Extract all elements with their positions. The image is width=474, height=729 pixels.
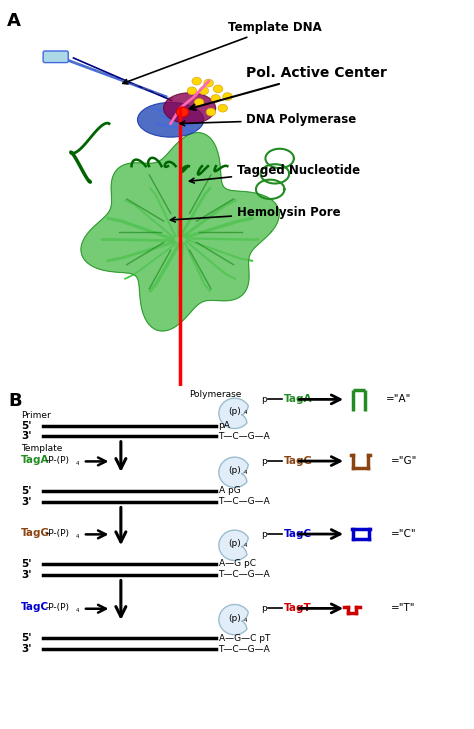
Text: -P-(P): -P-(P) <box>46 529 70 537</box>
Text: TagC: TagC <box>283 529 311 539</box>
Text: Hemolysin Pore: Hemolysin Pore <box>171 206 341 222</box>
Text: (p): (p) <box>228 467 241 475</box>
Text: T—C—G—A: T—C—G—A <box>219 432 270 440</box>
FancyBboxPatch shape <box>43 51 68 63</box>
Text: $_4$: $_4$ <box>75 531 81 541</box>
Text: T—C—G—A: T—C—G—A <box>219 644 270 654</box>
Text: (p): (p) <box>228 407 241 416</box>
Text: $_4$: $_4$ <box>243 468 248 477</box>
Text: 3': 3' <box>21 570 32 580</box>
Text: $_4$: $_4$ <box>243 541 248 550</box>
Text: p: p <box>261 456 266 466</box>
Text: 3': 3' <box>21 431 32 441</box>
Text: $_4$: $_4$ <box>243 615 248 625</box>
Text: Template DNA: Template DNA <box>123 20 321 84</box>
Text: $_4$: $_4$ <box>75 459 81 467</box>
Text: 3': 3' <box>21 644 32 654</box>
Circle shape <box>187 87 197 95</box>
Circle shape <box>206 108 216 116</box>
Text: Pol. Active Center: Pol. Active Center <box>190 66 387 110</box>
Text: $_4$: $_4$ <box>243 408 248 417</box>
Text: Polymerase: Polymerase <box>190 390 242 399</box>
Text: $_4$: $_4$ <box>75 606 81 615</box>
Text: ="C": ="C" <box>391 529 417 539</box>
Ellipse shape <box>164 93 216 124</box>
Polygon shape <box>219 457 248 488</box>
Text: ="A": ="A" <box>386 394 412 405</box>
Text: (p): (p) <box>228 614 241 623</box>
Text: TagC: TagC <box>21 602 49 612</box>
Circle shape <box>223 93 232 101</box>
Text: A pG: A pG <box>219 486 240 496</box>
Text: 5': 5' <box>21 486 32 496</box>
Text: (p): (p) <box>228 539 241 548</box>
Ellipse shape <box>137 102 204 137</box>
Polygon shape <box>219 604 248 635</box>
Circle shape <box>218 104 228 112</box>
Circle shape <box>213 85 223 93</box>
Text: -P-(P): -P-(P) <box>46 603 70 612</box>
Text: TagG: TagG <box>283 456 312 466</box>
Circle shape <box>211 95 220 102</box>
Text: 3': 3' <box>21 497 32 507</box>
Text: A: A <box>7 12 21 30</box>
Circle shape <box>199 87 209 95</box>
Text: T—C—G—A: T—C—G—A <box>219 570 270 580</box>
Text: Tagged Nucleotide: Tagged Nucleotide <box>190 163 360 183</box>
Text: A—G pC: A—G pC <box>219 559 255 569</box>
Text: Template: Template <box>21 443 63 453</box>
Text: Primer: Primer <box>21 410 51 420</box>
Circle shape <box>204 79 213 87</box>
Polygon shape <box>219 530 248 561</box>
Text: pA: pA <box>219 421 230 430</box>
Text: 5': 5' <box>21 559 32 569</box>
Text: DNA Polymerase: DNA Polymerase <box>180 113 357 126</box>
Polygon shape <box>81 133 279 331</box>
Text: -P-(P): -P-(P) <box>46 456 70 464</box>
Text: 5': 5' <box>21 421 32 431</box>
Text: TagT: TagT <box>283 604 311 613</box>
Text: A—G—C pT: A—G—C pT <box>219 634 270 643</box>
Circle shape <box>176 107 189 117</box>
Text: p: p <box>261 529 266 539</box>
Text: ="T": ="T" <box>391 604 416 613</box>
Text: TagA: TagA <box>21 455 50 465</box>
Text: p: p <box>261 395 266 404</box>
Circle shape <box>194 98 204 106</box>
Text: T—C—G—A: T—C—G—A <box>219 497 270 507</box>
Polygon shape <box>219 398 248 429</box>
Text: TagA: TagA <box>283 394 312 405</box>
Text: TagG: TagG <box>21 528 50 538</box>
Text: p: p <box>261 604 266 613</box>
Text: B: B <box>9 391 22 410</box>
Text: 5': 5' <box>21 634 32 643</box>
Circle shape <box>192 77 201 85</box>
Text: ="G": ="G" <box>391 456 418 466</box>
